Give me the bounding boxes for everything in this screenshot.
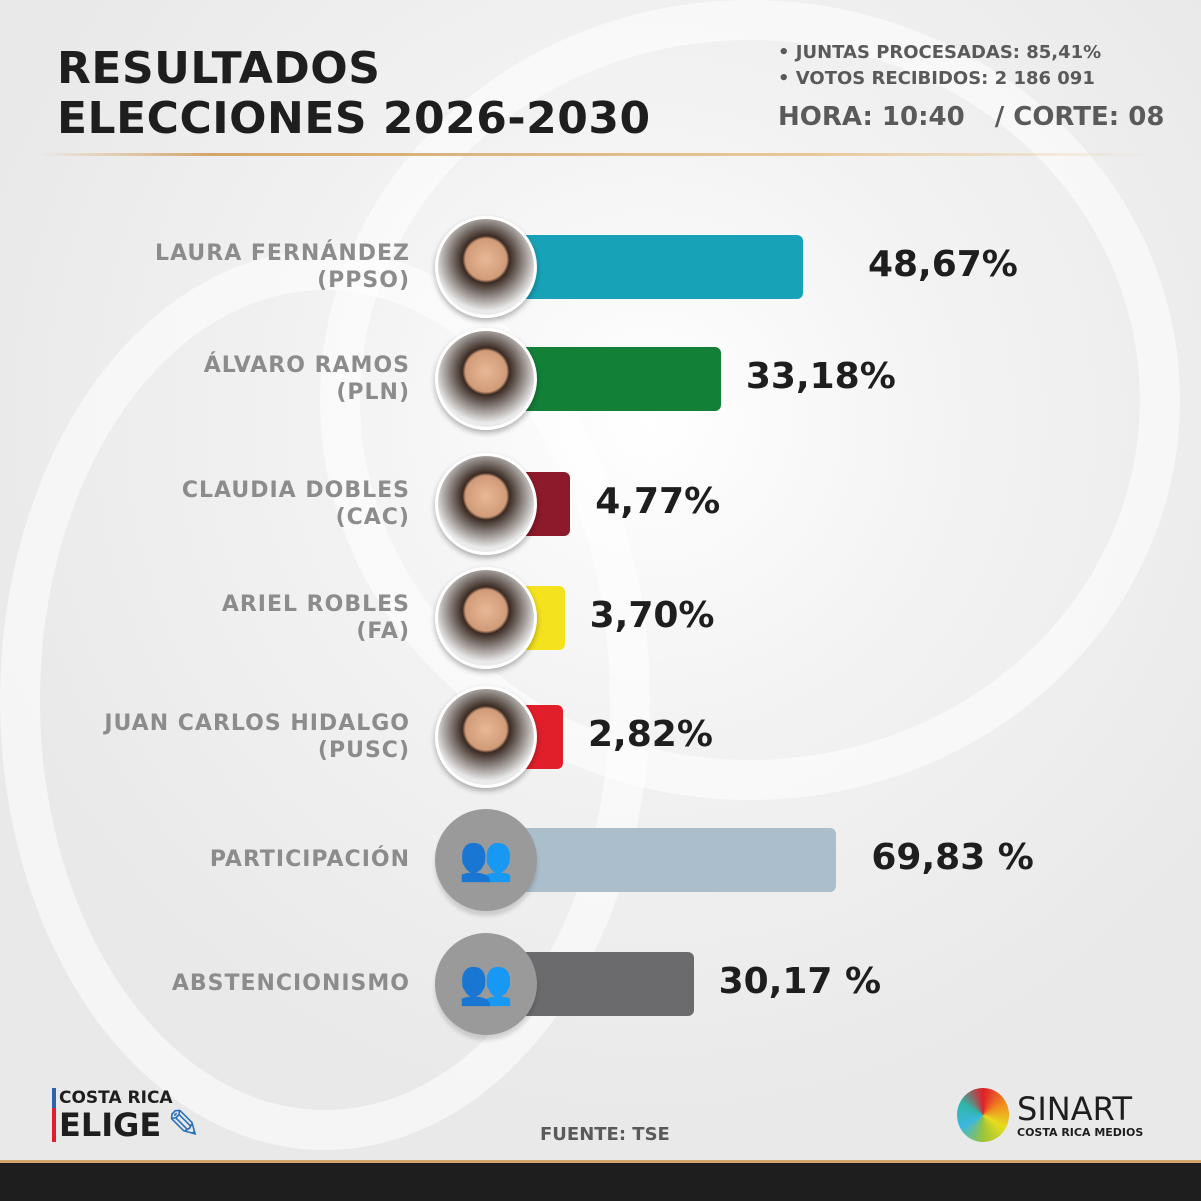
candidate-name: JUAN CARLOS HIDALGO <box>104 711 410 736</box>
people-group-icon: 👥 <box>435 933 537 1035</box>
bottom-band <box>0 1160 1201 1201</box>
percent-label: 48,67% <box>867 244 1018 285</box>
row-label: LAURA FERNÁNDEZ (PPSO) <box>155 240 410 294</box>
party-name: (PUSC) <box>317 738 410 763</box>
party-name: (FA) <box>356 619 410 644</box>
row-label: CLAUDIA DOBLES (CAC) <box>182 477 410 531</box>
result-row: ARIEL ROBLES (FA) 3,70% <box>0 563 1201 673</box>
candidate-name: ARIEL ROBLES <box>221 592 410 617</box>
percent-label: 30,17 % <box>718 961 882 1002</box>
sinart-logo: SINART COSTA RICA MEDIOS <box>957 1088 1143 1142</box>
logo-text-bottom: ELIGE <box>59 1106 162 1144</box>
bar <box>485 235 803 299</box>
party-name: (PLN) <box>336 380 410 405</box>
candidate-photo <box>435 328 537 430</box>
candidate-name: ABSTENCIONISMO <box>171 971 410 996</box>
row-label: ABSTENCIONISMO <box>172 970 410 997</box>
row-label: JUAN CARLOS HIDALGO (PUSC) <box>104 710 410 764</box>
logo-text-bottom: COSTA RICA MEDIOS <box>1017 1125 1144 1139</box>
party-name: (PPSO) <box>317 268 410 293</box>
candidate-name: CLAUDIA DOBLES <box>181 478 410 503</box>
row-label: ARIEL ROBLES (FA) <box>222 591 410 645</box>
title-line-2: ELECCIONES 2026-2030 <box>57 93 651 144</box>
logo-text-top: SINART <box>1017 1089 1133 1128</box>
title-line-1: RESULTADOS <box>57 43 381 94</box>
candidate-photo <box>435 216 537 318</box>
pencil-icon: ✎ <box>167 1102 201 1148</box>
percent-label: 69,83 % <box>871 837 1034 878</box>
costa-rica-elige-logo: COSTA RICA ELIGE ✎ <box>52 1088 201 1148</box>
hora: HORA: 10:40 <box>778 102 965 132</box>
juntas-procesadas: • JUNTAS PROCESADAS: 85,41% <box>778 42 1102 63</box>
percent-label: 4,77% <box>595 481 721 522</box>
percent-label: 33,18% <box>745 356 896 397</box>
result-row: LAURA FERNÁNDEZ (PPSO) 48,67% <box>0 212 1201 322</box>
percent-label: 3,70% <box>589 595 715 636</box>
candidate-photo <box>435 567 537 669</box>
stats-panel: • JUNTAS PROCESADAS: 85,41% • VOTOS RECI… <box>778 40 1164 132</box>
candidate-photo <box>435 686 537 788</box>
candidate-photo <box>435 453 537 555</box>
result-row: JUAN CARLOS HIDALGO (PUSC) 2,82% <box>0 682 1201 792</box>
percent-label: 2,82% <box>588 714 713 755</box>
candidate-name: ÁLVARO RAMOS <box>203 353 410 378</box>
corte: / CORTE: 08 <box>994 102 1165 132</box>
candidate-name: LAURA FERNÁNDEZ <box>155 241 410 266</box>
result-row: CLAUDIA DOBLES (CAC) 4,77% <box>0 449 1201 559</box>
people-group-icon: 👥 <box>435 809 537 911</box>
divider <box>40 153 1160 156</box>
party-name: (CAC) <box>335 505 410 530</box>
row-label: PARTICIPACIÓN <box>210 846 410 873</box>
row-label: ÁLVARO RAMOS (PLN) <box>204 352 410 406</box>
source-label: FUENTE: TSE <box>540 1124 670 1145</box>
sinart-emblem-icon <box>957 1088 1009 1142</box>
result-row: ÁLVARO RAMOS (PLN) 33,18% <box>0 324 1201 434</box>
votos-recibidos: • VOTOS RECIBIDOS: 2 186 091 <box>778 68 1095 89</box>
result-row: PARTICIPACIÓN 👥 69,83 % <box>0 805 1201 915</box>
bar <box>485 828 837 892</box>
page-title: RESULTADOS ELECCIONES 2026-2030 <box>57 44 651 144</box>
result-row: ABSTENCIONISMO 👥 30,17 % <box>0 929 1201 1039</box>
candidate-name: PARTICIPACIÓN <box>209 847 410 872</box>
logo-text-top: COSTA RICA <box>52 1088 201 1108</box>
